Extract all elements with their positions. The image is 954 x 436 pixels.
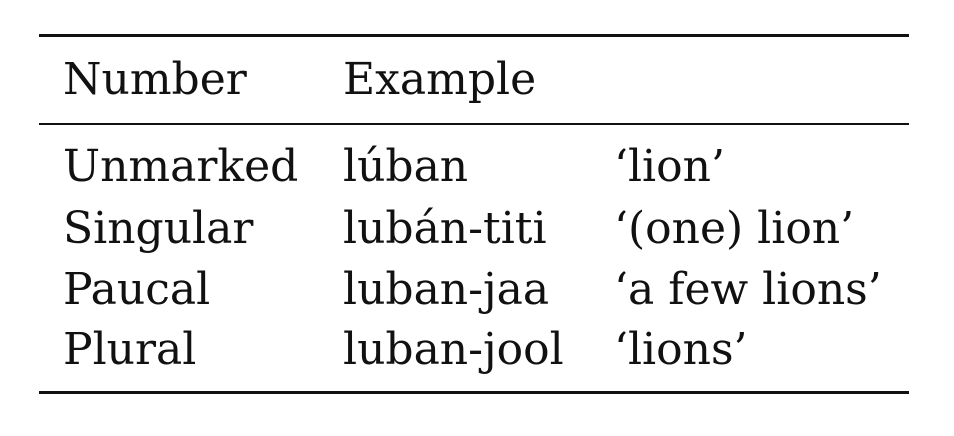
bottom-rule xyxy=(39,391,909,394)
form-cell: lúban xyxy=(343,141,469,192)
header-number: Number xyxy=(63,54,247,105)
gloss-cell: ‘(one) lion’ xyxy=(614,203,855,254)
top-rule xyxy=(39,34,909,37)
number-cell: Plural xyxy=(63,324,197,375)
gloss-cell: ‘lion’ xyxy=(614,141,725,192)
number-cell: Unmarked xyxy=(63,141,299,192)
number-cell: Singular xyxy=(63,203,254,254)
header-example: Example xyxy=(343,54,537,105)
number-cell: Paucal xyxy=(63,264,211,315)
gloss-cell: ‘lions’ xyxy=(614,324,748,375)
gloss-cell: ‘a few lions’ xyxy=(614,264,882,315)
header-rule xyxy=(39,123,909,125)
form-cell: luban-jaa xyxy=(343,264,550,315)
form-cell: lubán-titi xyxy=(343,203,547,254)
form-cell: luban-jool xyxy=(343,324,564,375)
